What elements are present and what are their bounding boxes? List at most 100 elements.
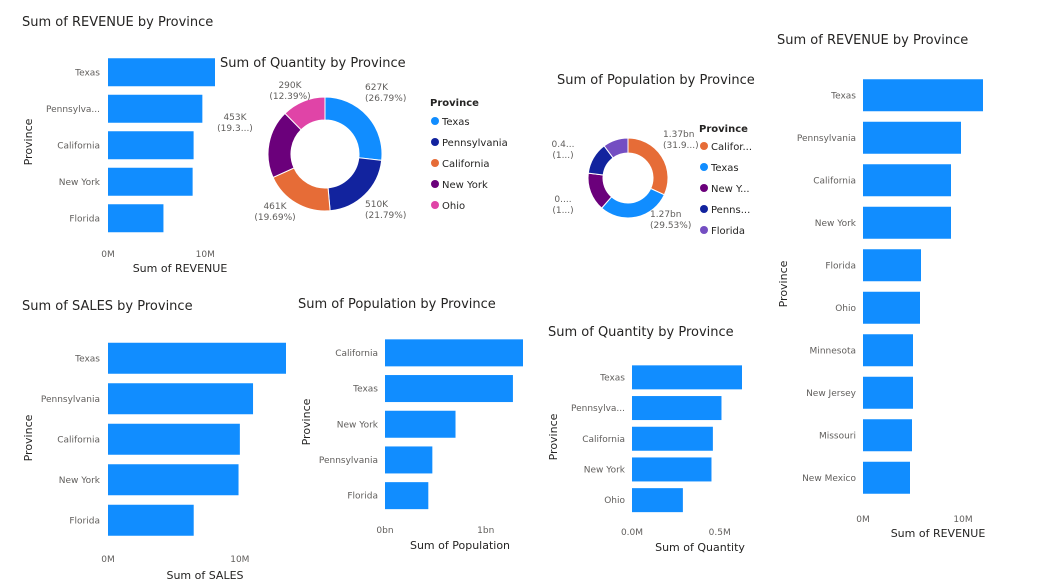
- chart-title: Sum of SALES by Province: [22, 299, 193, 314]
- bar-new-mexico[interactable]: [863, 461, 910, 494]
- chart-svg: Sum of REVENUE by Province Texas Pennsylva…: [22, 15, 227, 275]
- category-label: New York: [815, 219, 857, 229]
- bar-texas[interactable]: [863, 79, 983, 112]
- category-label: California: [57, 141, 100, 151]
- x-axis-label: Sum of Population: [410, 539, 510, 552]
- legend-title: Province: [699, 124, 748, 135]
- bar-ohio[interactable]: [863, 291, 920, 324]
- quantity-donut-chart[interactable]: Sum of Quantity by Province 627K (26.79%) 5…: [215, 45, 530, 250]
- bar-missouri[interactable]: [863, 419, 912, 452]
- population-by-province-chart[interactable]: Sum of Population by Province California T…: [290, 290, 545, 560]
- bar-california[interactable]: [108, 423, 240, 455]
- slice-texas[interactable]: [324, 96, 383, 161]
- category-label: Texas: [352, 385, 378, 395]
- x-tick-label: 0.5M: [709, 528, 731, 538]
- chart-svg: Sum of Population by Province 1.37bn(31.9…: [552, 73, 755, 237]
- chart-svg: Sum of Population by Province California T…: [298, 297, 523, 552]
- data-label-value: 1.37bn: [663, 130, 694, 140]
- legend-item-ohio[interactable]: Ohio: [442, 201, 465, 212]
- sales-by-province-chart[interactable]: Sum of SALES by Province Texas Pennsylvani…: [0, 290, 290, 586]
- bar-california[interactable]: [385, 339, 523, 367]
- data-label-value: 0....: [554, 195, 571, 205]
- category-label: New York: [337, 420, 379, 430]
- chart-title: Sum of Population by Province: [557, 73, 755, 88]
- y-axis-label: Province: [300, 398, 313, 445]
- legend-item-pennsylvania[interactable]: Pennsylvania: [442, 138, 508, 149]
- legend-item-penns[interactable]: Penns...: [711, 205, 750, 216]
- category-label: Missouri: [819, 431, 856, 441]
- y-axis-label: Province: [777, 260, 790, 307]
- bar-florida[interactable]: [108, 504, 194, 536]
- bar-california[interactable]: [632, 426, 713, 451]
- x-axis-label: Sum of REVENUE: [891, 527, 986, 540]
- bar-texas[interactable]: [108, 342, 286, 374]
- legend-item-new-york[interactable]: New York: [442, 180, 488, 191]
- bar-new-york[interactable]: [863, 206, 951, 239]
- category-label: California: [582, 435, 625, 445]
- category-label: Pennsylvania: [797, 134, 856, 144]
- bar-new-york[interactable]: [108, 464, 239, 496]
- bar-texas[interactable]: [632, 365, 742, 390]
- revenue-by-province-tall-chart[interactable]: Sum of REVENUE by Province Texas Pennsylva…: [770, 20, 1010, 550]
- y-axis-label: Province: [547, 413, 560, 460]
- category-label: Ohio: [835, 304, 856, 314]
- data-label-percent: (1...): [552, 206, 573, 216]
- bar-california[interactable]: [863, 164, 951, 197]
- slice-florida[interactable]: [603, 137, 629, 159]
- revenue-by-province-chart[interactable]: Sum of REVENUE by Province Texas Pennsylva…: [0, 0, 230, 290]
- legend-marker: [431, 138, 439, 146]
- category-label: New Jersey: [806, 389, 857, 399]
- y-axis-label: Province: [22, 414, 35, 461]
- category-label: Florida: [347, 492, 378, 502]
- slice-ohio[interactable]: [284, 96, 326, 131]
- bar-texas[interactable]: [385, 375, 513, 403]
- bar-pennsylvania[interactable]: [385, 446, 433, 474]
- bar-new-york[interactable]: [632, 457, 712, 482]
- category-label: Texas: [599, 373, 625, 383]
- category-label: New York: [584, 465, 626, 475]
- bar-florida[interactable]: [863, 249, 921, 282]
- data-label-value: 510K: [365, 200, 389, 210]
- bar-california[interactable]: [108, 131, 194, 160]
- data-label-percent: (19.3...): [217, 124, 253, 134]
- data-label-value: 0.4...: [552, 140, 575, 150]
- legend-item-califor[interactable]: Califor...: [711, 142, 752, 153]
- legend-marker: [431, 201, 439, 209]
- data-label-percent: (12.39%): [269, 92, 310, 102]
- legend-item-texas[interactable]: Texas: [710, 163, 739, 174]
- bar-pennsylva[interactable]: [632, 396, 722, 421]
- category-label: Texas: [830, 91, 856, 101]
- category-label: Pennsylvania: [319, 456, 378, 466]
- legend-item-texas[interactable]: Texas: [441, 117, 470, 128]
- population-donut-chart[interactable]: Sum of Population by Province 1.37bn (31.9…: [550, 65, 770, 245]
- x-tick-label: 0M: [101, 555, 115, 565]
- data-label-percent: (19.69%): [254, 213, 295, 223]
- bar-ohio[interactable]: [632, 488, 683, 513]
- bar-pennsylvania[interactable]: [863, 121, 961, 154]
- slice-califor[interactable]: [627, 137, 669, 196]
- legend-marker: [431, 117, 439, 125]
- category-label: Ohio: [604, 496, 625, 506]
- category-label: Florida: [69, 214, 100, 224]
- legend-marker: [700, 184, 708, 192]
- x-tick-label: 10M: [196, 250, 215, 260]
- bar-florida[interactable]: [108, 204, 164, 233]
- bar-new-york[interactable]: [385, 410, 456, 438]
- bar-minnesota[interactable]: [863, 334, 913, 367]
- bar-florida[interactable]: [385, 482, 429, 510]
- bar-pennsylva[interactable]: [108, 94, 203, 123]
- bar-texas[interactable]: [108, 58, 215, 87]
- quantity-by-province-chart[interactable]: Sum of Quantity by Province Texas Pennsylv…: [545, 315, 770, 560]
- bar-pennsylvania[interactable]: [108, 383, 254, 415]
- category-label: Minnesota: [810, 346, 856, 356]
- bar-new-york[interactable]: [108, 167, 193, 196]
- x-tick-label: 10M: [230, 555, 249, 565]
- legend-marker: [700, 205, 708, 213]
- legend-item-florida[interactable]: Florida: [711, 226, 745, 237]
- data-label-value: 461K: [263, 202, 287, 212]
- category-label: California: [813, 176, 856, 186]
- x-tick-label: 1bn: [477, 526, 494, 536]
- bar-new-jersey[interactable]: [863, 376, 913, 409]
- legend-item-california[interactable]: California: [442, 159, 490, 170]
- legend-item-new-y[interactable]: New Y...: [711, 184, 750, 195]
